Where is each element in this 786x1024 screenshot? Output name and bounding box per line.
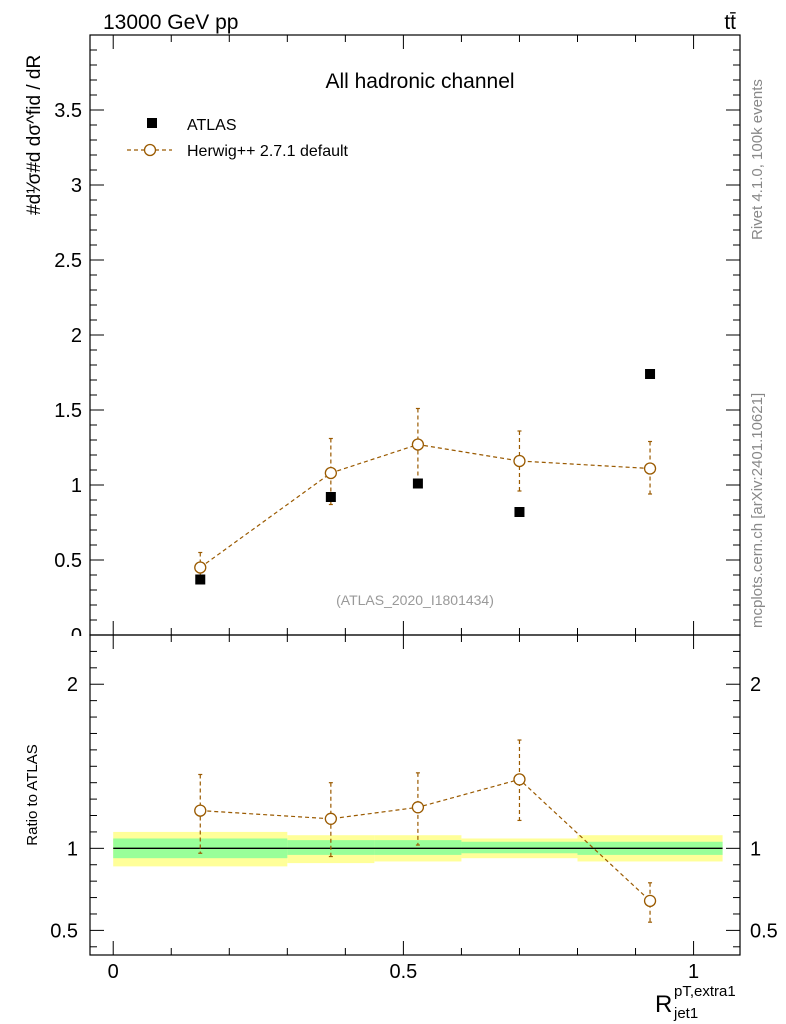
bottom-ytick-label-right-0: 0.5 bbox=[750, 920, 778, 942]
top-ytick-label-4: 2.5 bbox=[54, 250, 82, 272]
legend-mc-marker bbox=[143, 143, 157, 157]
top-ytick-label-3: 2 bbox=[71, 325, 82, 347]
herwig-point-1 bbox=[324, 466, 337, 480]
bottom-panel-frame bbox=[89, 634, 741, 956]
bottom-ytick-label-left-2: 2 bbox=[67, 674, 78, 696]
herwig-point-2 bbox=[411, 438, 425, 451]
ratio-point-4 bbox=[643, 894, 657, 907]
atlas-point-3 bbox=[514, 507, 525, 517]
zero-label-mask bbox=[60, 636, 88, 646]
analysis-id: (ATLAS_2020_I1801434) bbox=[336, 592, 494, 608]
band-inner-2 bbox=[374, 840, 462, 855]
ratio-point-3 bbox=[513, 773, 526, 786]
top-ylabel: #d¹⁄σ#d dσ^fid / dR bbox=[24, 55, 45, 215]
xlabel-sup: pT,extra1 bbox=[674, 983, 736, 1000]
legend-atlas-label: ATLAS bbox=[187, 117, 237, 134]
atlas-point-1 bbox=[325, 492, 336, 502]
atlas-point-4 bbox=[645, 369, 656, 379]
xlabel-sub: jet1 bbox=[673, 1005, 698, 1022]
ratio-point-1 bbox=[324, 812, 337, 825]
top-ytick-label-6: 3.5 bbox=[54, 100, 82, 122]
energy-label: 13000 GeV pp bbox=[103, 11, 238, 34]
herwig-line bbox=[199, 443, 651, 568]
svg-text:#d¹⁄σ#d dσ^fid / dR: #d¹⁄σ#d dσ^fid / dR bbox=[24, 55, 45, 215]
herwig-point-3 bbox=[513, 454, 526, 468]
xtick-label-1: 0.5 bbox=[389, 961, 417, 983]
process-label: tt̄ bbox=[724, 11, 736, 34]
legend-atlas-marker bbox=[147, 118, 157, 128]
channel-title: All hadronic channel bbox=[325, 70, 514, 93]
xlabel-main: R bbox=[655, 991, 672, 1018]
top-ytick-label-0: 0.5 bbox=[54, 550, 82, 572]
herwig-point-4 bbox=[643, 462, 657, 475]
bottom-ytick-label-right-2: 2 bbox=[750, 674, 761, 696]
bottom-ytick-label-left-0: 0.5 bbox=[50, 920, 78, 942]
top-ytick-label-2: 1.5 bbox=[54, 400, 82, 422]
top-ytick-label-1: 1 bbox=[71, 475, 82, 497]
top-ytick-label-5: 3 bbox=[71, 175, 82, 197]
atlas-point-2 bbox=[412, 478, 423, 489]
atlas-point-0 bbox=[195, 574, 206, 585]
xtick-label-0: 0 bbox=[108, 961, 119, 983]
ratio-point-0 bbox=[194, 804, 207, 817]
herwig-point-0 bbox=[194, 561, 207, 574]
axis-ticks bbox=[90, 35, 740, 955]
xtick-label-2: 1 bbox=[688, 961, 699, 983]
ratio-point-2 bbox=[411, 801, 425, 814]
mcplots-label: mcplots.cern.ch [arXiv:2401.10621] bbox=[749, 393, 766, 628]
bottom-ytick-label-right-1: 1 bbox=[750, 838, 761, 860]
legend-mc-label: Herwig++ 2.7.1 default bbox=[187, 143, 349, 160]
bottom-ylabel: Ratio to ATLAS bbox=[24, 744, 41, 845]
rivet-label: Rivet 4.1.0, 100k events bbox=[749, 79, 766, 240]
bottom-ytick-label-left-1: 1 bbox=[67, 838, 78, 860]
band-inner-3 bbox=[461, 841, 578, 854]
